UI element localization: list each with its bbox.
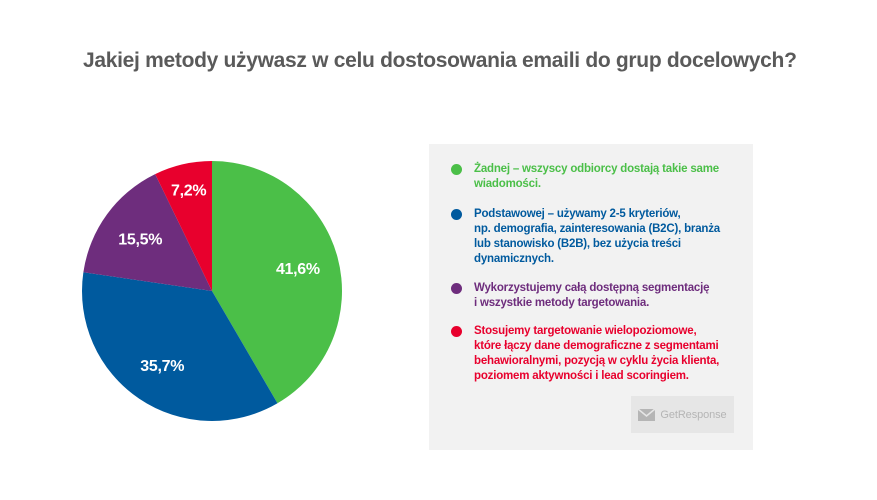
legend-text: Wykorzystujemy całą dostępną segmentację… (474, 282, 710, 309)
pie-slice-label: 35,7% (140, 358, 184, 375)
pie-slice-label: 7,2% (171, 183, 206, 200)
pie-slice-1 (212, 161, 342, 404)
pie-chart: 41,6% 35,7% 15,5% 7,2% (0, 0, 420, 485)
legend-dot-purple (451, 283, 462, 294)
logo-text: GetResponse (660, 408, 727, 421)
pie-slice-3 (83, 174, 212, 291)
getresponse-logo: GetResponse (631, 396, 734, 433)
legend-text: Podstawowej – używamy 2-5 kryteriów, np.… (474, 208, 720, 265)
pie-slice-label: 41,6% (276, 261, 320, 278)
pie-slice-4 (155, 161, 212, 291)
legend-text: Stosujemy targetowanie wielopoziomowe, k… (474, 325, 720, 382)
pie-slice-label: 15,5% (118, 232, 162, 249)
pie-labels: 41,6% 35,7% 15,5% 7,2% (118, 183, 320, 375)
legend-text: Żadnej – wszyscy odbiorcy dostają takie … (474, 163, 719, 190)
envelope-icon (638, 408, 656, 421)
pie-slice-2 (82, 272, 278, 421)
legend-dot-red (451, 326, 462, 337)
pie-slices (82, 161, 342, 421)
legend-dot-blue (451, 209, 462, 220)
legend-dot-green (451, 164, 462, 175)
chart-title: Jakiej metody używasz w celu dostosowani… (83, 49, 797, 72)
